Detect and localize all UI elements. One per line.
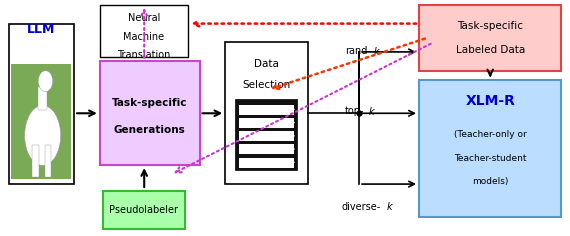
Bar	[239, 118, 294, 128]
Text: LLM: LLM	[27, 23, 55, 36]
Bar	[103, 191, 185, 229]
Circle shape	[288, 121, 295, 124]
Bar	[239, 144, 294, 154]
Text: Selection: Selection	[242, 80, 291, 90]
Text: rand-: rand-	[345, 46, 370, 56]
Text: Labeled Data: Labeled Data	[455, 45, 525, 55]
Bar	[239, 158, 294, 168]
Text: $k$: $k$	[386, 201, 394, 212]
Text: diverse-: diverse-	[342, 202, 381, 211]
Ellipse shape	[25, 105, 60, 165]
Text: $k$: $k$	[373, 45, 381, 57]
Bar	[100, 5, 188, 57]
Bar	[235, 99, 297, 170]
Bar	[38, 87, 47, 110]
Text: models): models)	[472, 177, 508, 186]
Text: top-: top-	[345, 106, 364, 116]
Text: Neural: Neural	[128, 13, 160, 23]
Circle shape	[288, 148, 295, 151]
Text: Teacher-student: Teacher-student	[454, 154, 527, 163]
Text: Pseudolabeler: Pseudolabeler	[109, 205, 178, 215]
Bar	[419, 80, 561, 217]
Bar	[419, 5, 561, 71]
Text: XLM-R: XLM-R	[465, 94, 515, 109]
Text: Task-specific: Task-specific	[112, 98, 188, 108]
Bar	[45, 145, 51, 177]
Text: Translation: Translation	[117, 51, 170, 60]
Bar	[11, 64, 71, 179]
Bar	[225, 42, 308, 184]
Bar	[239, 105, 294, 115]
Circle shape	[288, 135, 295, 137]
Bar	[9, 24, 74, 184]
Text: Machine: Machine	[123, 32, 165, 42]
Circle shape	[288, 108, 295, 111]
Text: $k$: $k$	[368, 105, 376, 117]
Ellipse shape	[38, 71, 52, 92]
Circle shape	[288, 161, 295, 164]
Text: Task-specific: Task-specific	[457, 21, 523, 31]
Bar	[100, 61, 200, 165]
Text: (Teacher-only or: (Teacher-only or	[454, 130, 527, 139]
Bar	[32, 145, 39, 177]
Text: Data: Data	[254, 59, 279, 69]
Text: Generations: Generations	[114, 125, 185, 135]
Bar	[239, 131, 294, 141]
